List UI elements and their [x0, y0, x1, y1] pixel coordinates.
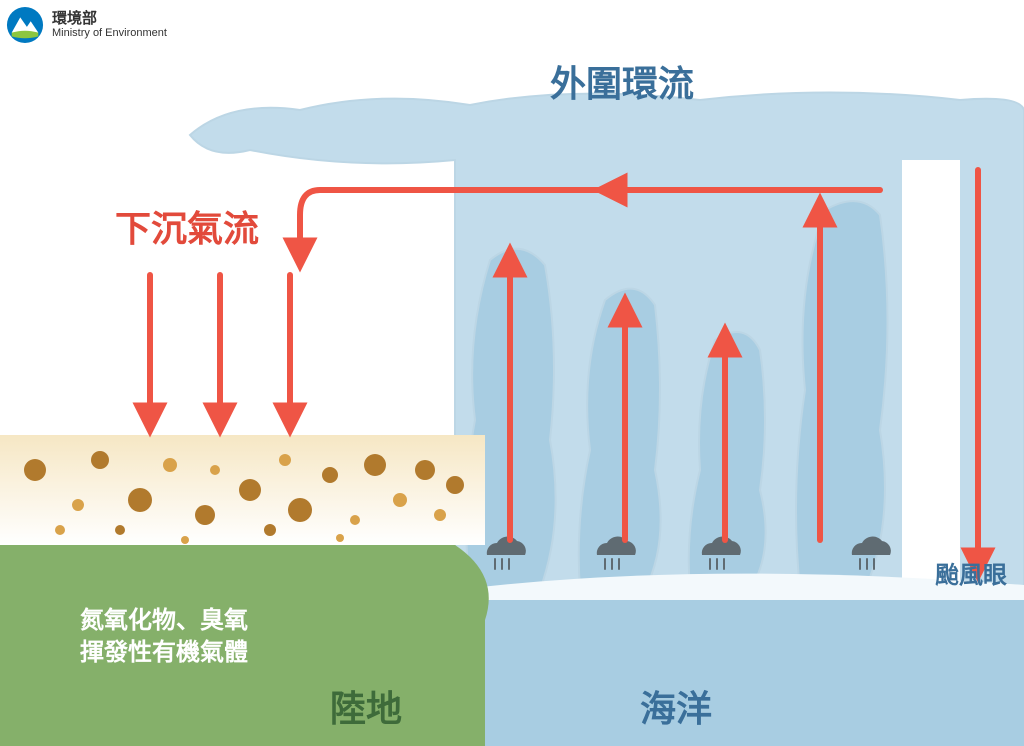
particle — [55, 525, 65, 535]
particle — [279, 454, 291, 466]
particle — [72, 499, 84, 511]
particle — [264, 524, 276, 536]
particle — [91, 451, 109, 469]
particle — [128, 488, 152, 512]
label-ocean: 海洋 — [640, 680, 712, 732]
particle — [415, 460, 435, 480]
particle — [364, 454, 386, 476]
diagram-stage: 環境部 Ministry of Environment — [0, 0, 1024, 746]
particle — [288, 498, 312, 522]
particle — [181, 536, 189, 544]
particle — [24, 459, 46, 481]
particle — [195, 505, 215, 525]
label-pollutants-line1: 氮氧化物、臭氧 — [80, 600, 248, 635]
particle — [210, 465, 220, 475]
label-typhoon-eye: 颱風眼 — [935, 555, 1007, 590]
particle — [434, 509, 446, 521]
label-land: 陸地 — [330, 680, 402, 732]
particle — [336, 534, 344, 542]
particle — [115, 525, 125, 535]
typhoon-eye-gap — [902, 160, 960, 590]
particle — [239, 479, 261, 501]
particle — [163, 458, 177, 472]
label-sinking-air: 下沉氣流 — [115, 200, 259, 252]
particle — [350, 515, 360, 525]
label-outer-circulation: 外圍環流 — [550, 55, 694, 107]
particle — [446, 476, 464, 494]
label-pollutants-line2: 揮發性有機氣體 — [80, 632, 248, 667]
particle — [322, 467, 338, 483]
particle — [393, 493, 407, 507]
sea-region — [455, 600, 1024, 746]
